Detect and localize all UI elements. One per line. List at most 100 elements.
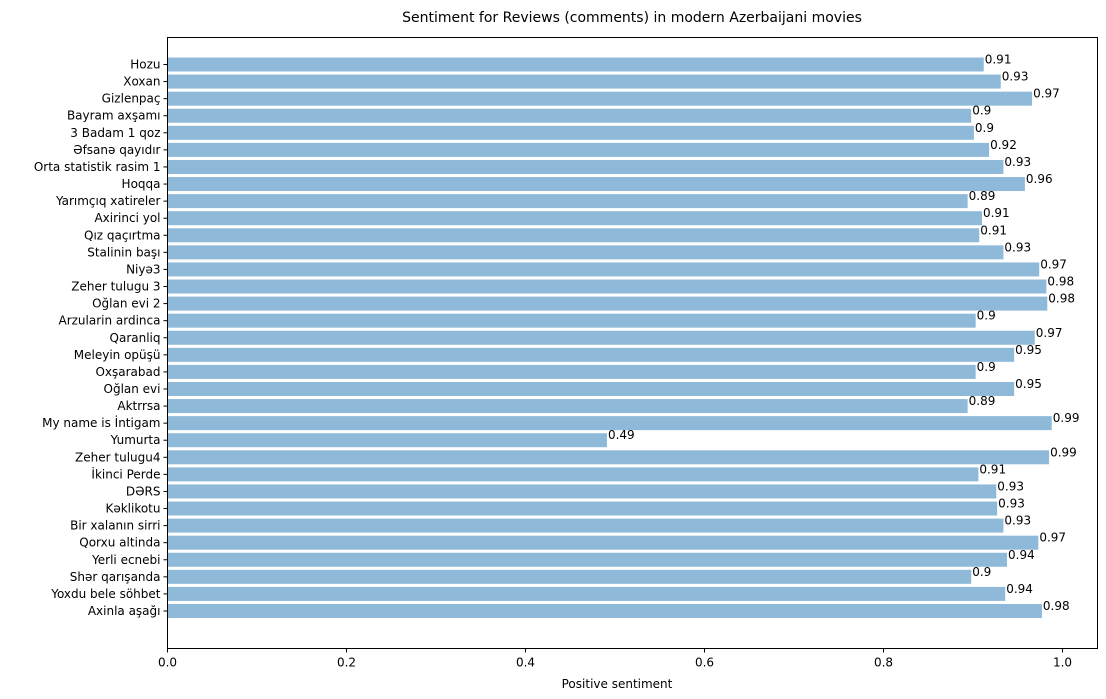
bar-14 bbox=[167, 296, 1048, 311]
x-axis: 0.0 0.2 0.4 0.6 0.8 1.0 bbox=[158, 648, 1072, 670]
y-axis: Hozu Xoxan Gizlenpaç Bayram axşamı 3 Badam 1… bbox=[34, 58, 168, 618]
bar-24 bbox=[167, 467, 979, 482]
value-label: 0.98 bbox=[1047, 275, 1074, 289]
y-tick-label: Zeher tulugu4 bbox=[75, 450, 160, 464]
bar-20 bbox=[167, 399, 968, 414]
bar-15 bbox=[167, 313, 976, 328]
bar-23 bbox=[167, 450, 1050, 465]
value-labels-group: 0.91 0.93 0.97 0.9 0.9 0.92 0.93 0.96 0.89 0.91 0.… bbox=[608, 53, 1080, 614]
value-label: 0.89 bbox=[969, 189, 996, 203]
y-tick-label: Yarımçıq xatireler bbox=[55, 194, 161, 208]
value-label: 0.94 bbox=[1008, 548, 1035, 562]
y-tick-label: Oxşarabad bbox=[95, 365, 160, 379]
y-tick-label: My name is İntigam bbox=[42, 415, 160, 430]
bar-21 bbox=[167, 416, 1052, 431]
plot-frame bbox=[167, 37, 1098, 649]
value-label: 0.91 bbox=[983, 206, 1010, 220]
bar-32 bbox=[167, 603, 1042, 619]
bar-3 bbox=[167, 108, 972, 123]
y-tick-label: Xoxan bbox=[123, 75, 160, 89]
value-label: 0.93 bbox=[1004, 155, 1031, 169]
chart-title: Sentiment for Reviews (comments) in mode… bbox=[402, 10, 862, 26]
bar-30 bbox=[167, 569, 972, 584]
bar-17 bbox=[167, 347, 1015, 362]
y-tick-label: Meleyin opüşü bbox=[74, 348, 161, 362]
y-tick-label: DƏRS bbox=[126, 484, 161, 498]
value-label: 0.93 bbox=[997, 479, 1024, 493]
value-label: 0.98 bbox=[1048, 292, 1075, 306]
bar-1 bbox=[167, 74, 1001, 89]
y-tick-label: Yoxdu bele söhbet bbox=[50, 587, 161, 601]
y-tick-label: Stalinin başı bbox=[87, 245, 160, 259]
value-label: 0.89 bbox=[969, 394, 996, 408]
bar-6 bbox=[167, 159, 1004, 174]
bar-19 bbox=[167, 381, 1015, 396]
value-label: 0.9 bbox=[977, 360, 996, 374]
y-tick-label: İkinci Perde bbox=[91, 466, 160, 481]
x-tick-label: 0.6 bbox=[695, 656, 714, 670]
value-label: 0.93 bbox=[998, 497, 1025, 511]
y-tick-label: Hoqqa bbox=[122, 177, 161, 191]
value-label: 0.95 bbox=[1015, 377, 1042, 391]
bar-31 bbox=[167, 586, 1006, 601]
value-label: 0.91 bbox=[980, 223, 1007, 237]
bars-group bbox=[167, 57, 1052, 619]
x-tick-label: 0.8 bbox=[874, 656, 893, 670]
y-tick-label: Əfsanə qayıdır bbox=[73, 143, 160, 157]
y-tick-label: Axinla aşağı bbox=[88, 604, 161, 618]
value-label: 0.91 bbox=[979, 462, 1006, 476]
y-tick-label: Yumurta bbox=[110, 433, 161, 447]
value-label: 0.94 bbox=[1006, 582, 1033, 596]
bar-10 bbox=[167, 228, 980, 243]
y-tick-label: Hozu bbox=[130, 58, 160, 72]
y-tick-label: Aktrrsa bbox=[117, 399, 160, 413]
bar-26 bbox=[167, 501, 998, 516]
value-label: 0.49 bbox=[608, 428, 635, 442]
value-label: 0.97 bbox=[1033, 87, 1060, 101]
y-tick-label: 3 Badam 1 qoz bbox=[70, 126, 160, 140]
value-label: 0.9 bbox=[972, 104, 991, 118]
y-tick-label: Qız qaçırtma bbox=[84, 228, 160, 242]
bar-2 bbox=[167, 91, 1033, 106]
x-tick-label: 0.4 bbox=[516, 656, 535, 670]
bar-27 bbox=[167, 518, 1004, 533]
value-label: 0.95 bbox=[1015, 343, 1042, 357]
y-tick-label: Kəklikotu bbox=[105, 502, 160, 516]
x-tick-label: 1.0 bbox=[1053, 656, 1072, 670]
y-tick-label: Shər qarışanda bbox=[70, 570, 161, 584]
value-label: 0.98 bbox=[1043, 599, 1070, 613]
value-label: 0.97 bbox=[1040, 257, 1067, 271]
y-tick-label: Zeher tulugu 3 bbox=[71, 280, 160, 294]
bar-13 bbox=[167, 279, 1047, 294]
value-label: 0.93 bbox=[1002, 70, 1029, 84]
bar-0 bbox=[167, 57, 984, 72]
value-label: 0.96 bbox=[1026, 172, 1053, 186]
value-label: 0.99 bbox=[1050, 445, 1077, 459]
value-label: 0.97 bbox=[1039, 531, 1066, 545]
value-label: 0.9 bbox=[977, 309, 996, 323]
bar-4 bbox=[167, 125, 974, 140]
y-tick-label: Qorxu altinda bbox=[79, 536, 160, 550]
bar-11 bbox=[167, 245, 1004, 260]
x-tick-label: 0.0 bbox=[158, 656, 177, 670]
y-tick-label: Qaranliq bbox=[110, 331, 161, 345]
value-label: 0.9 bbox=[975, 121, 994, 135]
y-tick-label: Oğlan evi bbox=[104, 382, 161, 396]
y-tick-label: Gizlenpaç bbox=[102, 92, 161, 106]
bar-9 bbox=[167, 211, 982, 226]
y-tick-label: Oğlan evi 2 bbox=[92, 297, 160, 311]
y-tick-label: Axirinci yol bbox=[94, 211, 160, 225]
value-label: 0.93 bbox=[1004, 514, 1031, 528]
value-label: 0.99 bbox=[1053, 411, 1080, 425]
y-tick-label: Niyə3 bbox=[126, 262, 160, 276]
bar-7 bbox=[167, 177, 1025, 192]
y-tick-label: Arzularin ardinca bbox=[58, 314, 160, 328]
value-label: 0.92 bbox=[990, 138, 1017, 152]
y-tick-label: Bayram axşamı bbox=[67, 109, 161, 123]
value-label: 0.9 bbox=[972, 565, 991, 579]
y-tick-label: Bir xalanın sirri bbox=[70, 519, 160, 533]
value-label: 0.97 bbox=[1036, 326, 1063, 340]
bar-29 bbox=[167, 552, 1008, 567]
bar-28 bbox=[167, 535, 1039, 550]
